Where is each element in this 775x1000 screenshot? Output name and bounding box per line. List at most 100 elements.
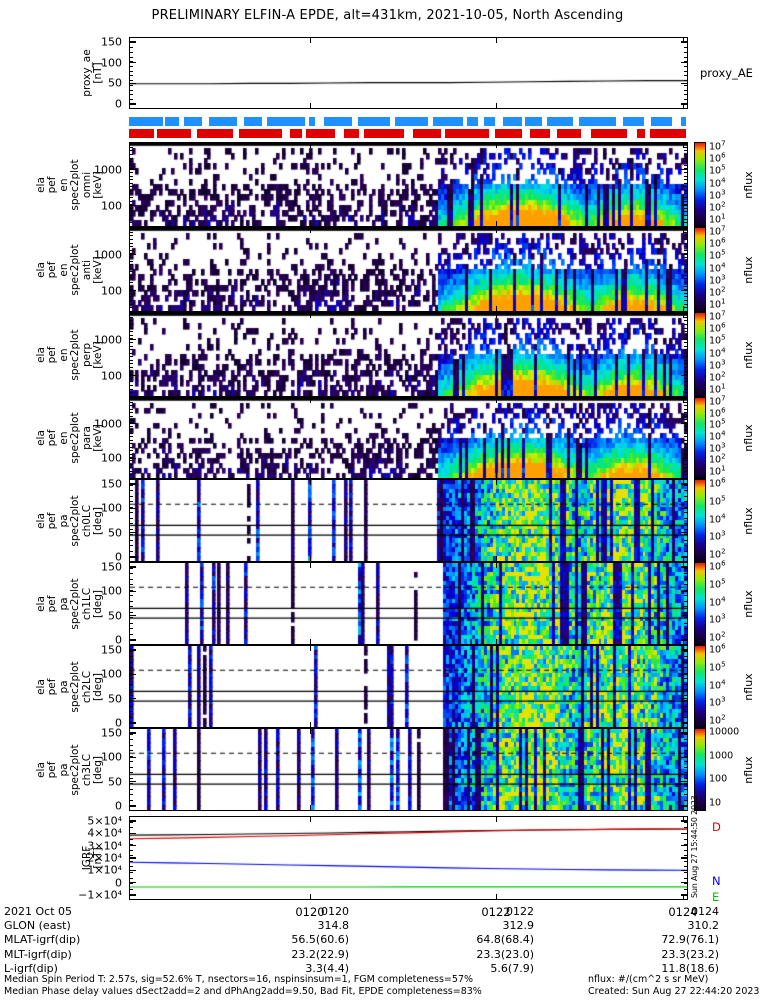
spectrogram-en-para (130, 398, 687, 478)
ytick-minor (129, 584, 133, 586)
ytick-label-igrf-3: 2×10⁴ (87, 851, 122, 865)
xtick-mark (683, 556, 685, 562)
ytick-minor (684, 75, 688, 77)
colorbar-tick-en-omni-4: 103 (709, 188, 726, 202)
ytick-minor (129, 495, 133, 497)
xtick-mark-top (496, 397, 498, 403)
blue-status-bar-segment (502, 117, 522, 126)
red-status-bar-segment (495, 129, 523, 138)
ytick-minor (684, 883, 688, 885)
legend-igrf-N: N (712, 874, 721, 888)
ytick-minor (684, 204, 688, 206)
red-status-bar-segment (637, 129, 646, 138)
ytick-minor (129, 827, 133, 829)
blue-status-bar-segment (484, 117, 495, 126)
ytick-minor (129, 242, 133, 244)
ytick-mark-proxy-ae-1 (129, 62, 136, 64)
ytick-minor (129, 722, 133, 724)
ytick-label-igrf-6: −1×10⁴ (78, 888, 122, 902)
colorbar-en-anti (694, 227, 706, 312)
ytick-minor (129, 705, 133, 707)
ytick-minor (684, 463, 688, 465)
ytick-minor (684, 285, 688, 287)
ytick-minor (129, 334, 133, 336)
red-status-bar-segment (529, 129, 550, 138)
ytick-minor (684, 528, 688, 530)
ytick-mark-en-perp-1 (129, 374, 136, 377)
ytick-minor (129, 595, 133, 597)
ytick-minor (129, 42, 133, 44)
ytick-minor (684, 359, 688, 361)
ytick-minor (129, 285, 133, 287)
ytick-minor (684, 827, 688, 829)
ytick-minor (684, 439, 688, 441)
ytick-label-pa-ch3lc-0: 150 (101, 726, 122, 740)
blue-status-bar-segment (184, 117, 203, 126)
ytick-minor (129, 772, 133, 774)
ytick-minor (684, 157, 688, 159)
ephemeris-row-2: MLAT-igrf(dip) 56.5(60.6) 64.8(68.4) 72.9(7… (4, 933, 775, 947)
ytick-mark-en-omni-0 (129, 168, 136, 171)
ytick-minor (129, 238, 133, 240)
ytick-minor (684, 356, 688, 358)
xtick-label-2: 0124 (668, 905, 698, 919)
xtick-mark-top (496, 562, 498, 568)
ytick-minor (684, 689, 688, 691)
ytick-minor (684, 667, 688, 669)
xtick-mark (683, 103, 685, 109)
ytick-minor (684, 450, 688, 452)
red-status-bar (129, 129, 688, 138)
ytick-mark-en-para-1 (129, 457, 136, 459)
ytick-minor (129, 408, 133, 410)
pitchangle-spectrogram-pa-ch2lc (130, 646, 687, 727)
ytick-label-igrf-5: 0 (115, 876, 122, 890)
ytick-minor (684, 278, 688, 280)
ytick-mark-pa-ch3lc-1 (129, 756, 136, 759)
ytick-mark-right-pa-ch0lc-1 (681, 507, 688, 510)
colorbar-tick-en-perp-5: 102 (709, 370, 726, 384)
ytick-mark-igrf-2 (129, 845, 136, 847)
ytick-label-en-anti-1: 100 (101, 284, 122, 297)
ytick-minor (684, 392, 688, 394)
ytick-mark-right-pa-ch2lc-0 (681, 649, 688, 651)
ytick-mark-right-igrf-2 (681, 845, 688, 847)
ytick-label-pa-ch3lc-1: 100 (101, 750, 122, 764)
xtick-mark (496, 722, 498, 728)
ytick-label-en-anti-0: 1000 (94, 248, 122, 261)
panel-label-en-anti-line0: ela (34, 261, 47, 278)
ytick-minor (684, 744, 688, 746)
ytick-minor (129, 103, 133, 105)
ytick-label-proxy-ae-2: 50 (108, 76, 122, 90)
ytick-minor (684, 838, 688, 840)
ephemeris-value-1-0: 314.8 (317, 919, 350, 933)
ytick-minor (129, 401, 133, 403)
ytick-label-pa-ch0lc-3: 0 (115, 550, 122, 564)
ytick-mark-igrf-5 (129, 882, 136, 884)
xtick-mark (496, 805, 498, 811)
ytick-minor (129, 211, 133, 213)
ytick-minor (684, 367, 688, 369)
xtick-mark-top (683, 816, 685, 822)
ytick-minor (129, 716, 133, 718)
colorbar-pa-ch3lc (694, 728, 706, 811)
ytick-minor (684, 733, 688, 735)
colorbar-tick-en-anti-5: 102 (709, 285, 726, 299)
ytick-mark-pa-ch2lc-2 (129, 698, 136, 700)
ytick-minor (684, 705, 688, 707)
ytick-minor (129, 766, 133, 768)
ytick-minor (684, 490, 688, 492)
panel-label-en-para-line0: ela (34, 430, 47, 446)
colorbar-tick-en-para-1: 106 (709, 406, 726, 420)
xtick-mark-top (496, 142, 498, 148)
ytick-minor (129, 457, 133, 458)
ytick-label-pa-ch1lc-3: 0 (115, 633, 122, 647)
ephemeris-row-3: MLT-igrf(dip) 23.2(22.9) 23.3(23.0) 23.3(23… (4, 948, 775, 962)
xtick-mark (496, 306, 498, 312)
ytick-minor (129, 303, 133, 305)
ytick-minor (129, 171, 133, 173)
ytick-minor (684, 200, 688, 202)
ytick-minor (684, 578, 688, 580)
colorbar-pa-ch2lc (694, 645, 706, 728)
ephemeris-row-label-2: MLAT-igrf(dip) (4, 933, 81, 947)
ytick-label-en-omni-1: 100 (101, 199, 122, 212)
